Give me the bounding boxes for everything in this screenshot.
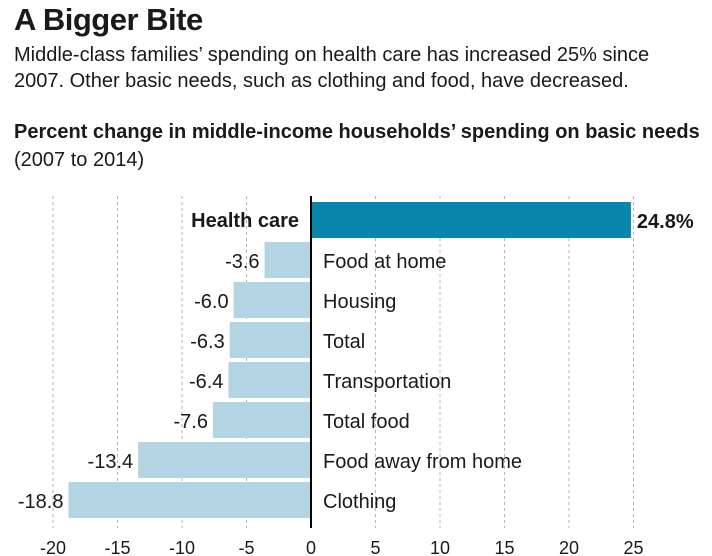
data-label: -6.3 bbox=[190, 331, 224, 353]
bar bbox=[228, 362, 311, 398]
bar bbox=[138, 442, 311, 478]
data-label: -7.6 bbox=[173, 411, 207, 433]
category-label: Clothing bbox=[323, 491, 396, 513]
chart-heading-period: (2007 to 2014) bbox=[14, 149, 145, 171]
x-tick-label: 20 bbox=[559, 538, 579, 556]
category-label: Housing bbox=[323, 291, 396, 313]
category-label: Total food bbox=[323, 411, 410, 433]
data-label: -6.0 bbox=[194, 291, 228, 313]
category-label: Food away from home bbox=[323, 451, 522, 473]
bar bbox=[233, 282, 311, 318]
x-tick-label: -15 bbox=[104, 538, 130, 556]
chart-heading: Percent change in middle-income househol… bbox=[14, 118, 704, 174]
chart-subtitle: Middle-class families’ spending on healt… bbox=[14, 44, 650, 92]
x-tick-label: 25 bbox=[623, 538, 643, 556]
category-label: Total bbox=[323, 331, 365, 353]
x-tick-label: 10 bbox=[430, 538, 450, 556]
bar bbox=[229, 322, 311, 358]
data-label: -13.4 bbox=[88, 451, 134, 473]
category-label: Transportation bbox=[323, 371, 451, 393]
data-label: -3.6 bbox=[225, 251, 259, 273]
x-tick-label: -5 bbox=[238, 538, 254, 556]
x-tick-label: 0 bbox=[306, 538, 316, 556]
data-label: -18.8 bbox=[18, 491, 64, 513]
data-label: -6.4 bbox=[189, 371, 223, 393]
x-tick-label: 15 bbox=[494, 538, 514, 556]
data-label: 24.8% bbox=[637, 211, 694, 233]
bar bbox=[212, 402, 311, 438]
category-label: Health care bbox=[191, 210, 299, 232]
chart-heading-bold: Percent change in middle-income househol… bbox=[14, 121, 700, 143]
chart-title: A Bigger Bite bbox=[14, 2, 203, 37]
category-label: Food at home bbox=[323, 251, 446, 273]
bar bbox=[311, 202, 631, 238]
bar bbox=[68, 482, 311, 518]
bar bbox=[264, 242, 311, 278]
x-tick-label: -10 bbox=[169, 538, 195, 556]
x-tick-label: 5 bbox=[370, 538, 380, 556]
x-tick-label: -20 bbox=[40, 538, 66, 556]
